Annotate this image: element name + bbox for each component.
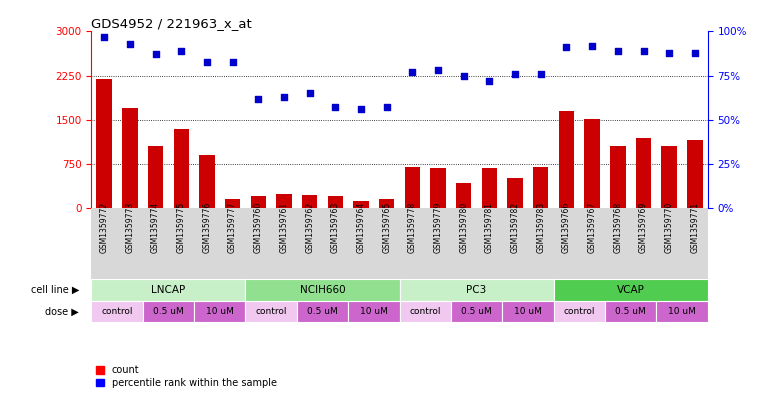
Point [612,48,624,54]
Text: cell line ▶: cell line ▶ [30,285,79,295]
Point [586,42,598,49]
Bar [657,301,708,322]
Bar [122,108,138,208]
Bar [482,168,497,208]
Bar [554,279,708,301]
Bar [502,301,554,322]
Bar [431,168,446,208]
Text: 0.5 uM: 0.5 uM [616,307,646,316]
Bar [554,301,605,322]
Text: GDS4952 / 221963_x_at: GDS4952 / 221963_x_at [91,17,252,30]
Point [638,48,650,54]
Bar [97,79,112,208]
Bar [533,167,549,208]
Bar [148,146,163,208]
Bar [245,301,297,322]
Text: PC3: PC3 [466,285,487,295]
Bar [605,301,656,322]
Bar [297,301,349,322]
Text: control: control [256,307,287,316]
Bar [276,193,291,208]
Text: 0.5 uM: 0.5 uM [461,307,492,316]
Bar [636,138,651,208]
Point [689,50,701,56]
Bar [143,301,194,322]
Bar [91,301,143,322]
Point [509,71,521,77]
Text: 10 uM: 10 uM [668,307,696,316]
Legend: count, percentile rank within the sample: count, percentile rank within the sample [96,365,277,388]
Bar [379,199,394,208]
Text: NCIH660: NCIH660 [300,285,345,295]
Text: dose ▶: dose ▶ [45,307,79,316]
Text: 0.5 uM: 0.5 uM [153,307,183,316]
Text: control: control [409,307,441,316]
Point [457,72,470,79]
Bar [250,196,266,208]
Point [355,106,367,112]
Point [252,95,264,102]
Bar [302,195,317,208]
Bar [327,196,343,208]
Point [304,90,316,96]
Text: control: control [564,307,595,316]
Bar [661,146,677,208]
Point [560,44,572,50]
Text: 0.5 uM: 0.5 uM [307,307,338,316]
Point [432,67,444,73]
Text: 10 uM: 10 uM [360,307,388,316]
Bar [91,279,245,301]
Bar [349,301,400,322]
Bar [451,301,502,322]
Point [278,94,290,100]
Point [663,50,675,56]
Text: control: control [101,307,132,316]
Bar [225,199,240,208]
Bar [400,279,554,301]
Bar [687,140,702,208]
Bar [610,146,626,208]
Bar [508,178,523,208]
Point [535,71,547,77]
Bar [559,111,575,208]
Bar [199,155,215,208]
Point [175,48,187,54]
Point [330,104,342,111]
Point [124,40,136,47]
Point [201,58,213,64]
Point [149,51,161,57]
Text: LNCAP: LNCAP [151,285,186,295]
Text: 10 uM: 10 uM [514,307,542,316]
Bar [245,279,400,301]
Point [98,33,110,40]
Point [227,58,239,64]
Bar [194,301,245,322]
Bar [405,167,420,208]
Text: VCAP: VCAP [616,285,645,295]
Point [483,78,495,84]
Text: 10 uM: 10 uM [205,307,234,316]
Bar [174,129,189,208]
Bar [353,200,369,208]
Bar [584,119,600,208]
Point [406,69,419,75]
Bar [456,183,472,208]
Point [380,104,393,111]
Bar [400,301,451,322]
